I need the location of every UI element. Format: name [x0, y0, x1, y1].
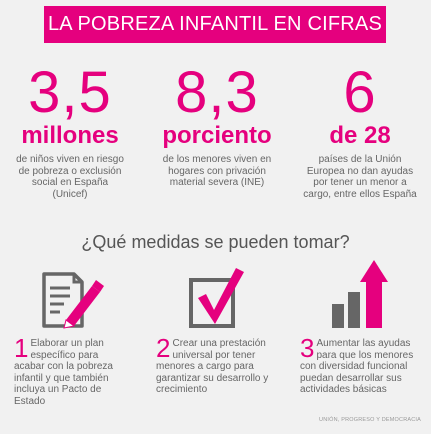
- measure-text: Aumentar las ayudas para que los menores…: [300, 338, 414, 395]
- stat-description: de niños viven en riesgo de pobreza o ex…: [16, 154, 124, 200]
- stat-number: 6: [343, 60, 377, 125]
- measure-number: 1: [14, 333, 29, 363]
- measure-item-3: 3 Aumentar las ayudas para que los menor…: [300, 333, 420, 396]
- measure-number: 2: [156, 333, 171, 363]
- question-heading: ¿Qué medidas se pueden tomar?: [81, 232, 350, 252]
- stat-description: de los menores viven en hogares con priv…: [162, 154, 272, 188]
- stat-block-2: 8,3 porciento de los menores viven en ho…: [144, 64, 290, 189]
- stat-unit: de 28: [329, 122, 391, 149]
- growth-chart-icon: [330, 256, 392, 330]
- stat-unit: millones: [21, 122, 119, 149]
- page-title: LA POBREZA INFANTIL EN CIFRAS: [47, 13, 383, 35]
- stat-description: países de la Unión Europea no dan ayudas…: [303, 154, 417, 200]
- stat-number: 3,5: [28, 60, 112, 125]
- document-pen-icon: [40, 268, 104, 330]
- measure-item-1: 1 Elaborar un plan específico para acaba…: [14, 333, 130, 407]
- measure-number: 3: [300, 333, 315, 363]
- stat-unit: porciento: [162, 122, 272, 149]
- stat-block-3: 6 de 28 países de la Unión Europea no da…: [292, 64, 428, 200]
- checkbox-icon: [186, 264, 248, 330]
- stat-number: 8,3: [175, 60, 259, 125]
- measure-item-2: 2 Crear una prestación universal por ten…: [156, 333, 280, 396]
- measure-text: Elaborar un plan específico para acabar …: [14, 338, 113, 407]
- measure-text: Crear una prestación universal por tener…: [156, 338, 269, 395]
- title-banner: LA POBREZA INFANTIL EN CIFRAS: [44, 6, 386, 43]
- footer-credit: UNIÓN, PROGRESO Y DEMOCRACIA: [319, 417, 421, 423]
- stat-block-1: 3,5 millones de niños viven en riesgo de…: [2, 64, 138, 200]
